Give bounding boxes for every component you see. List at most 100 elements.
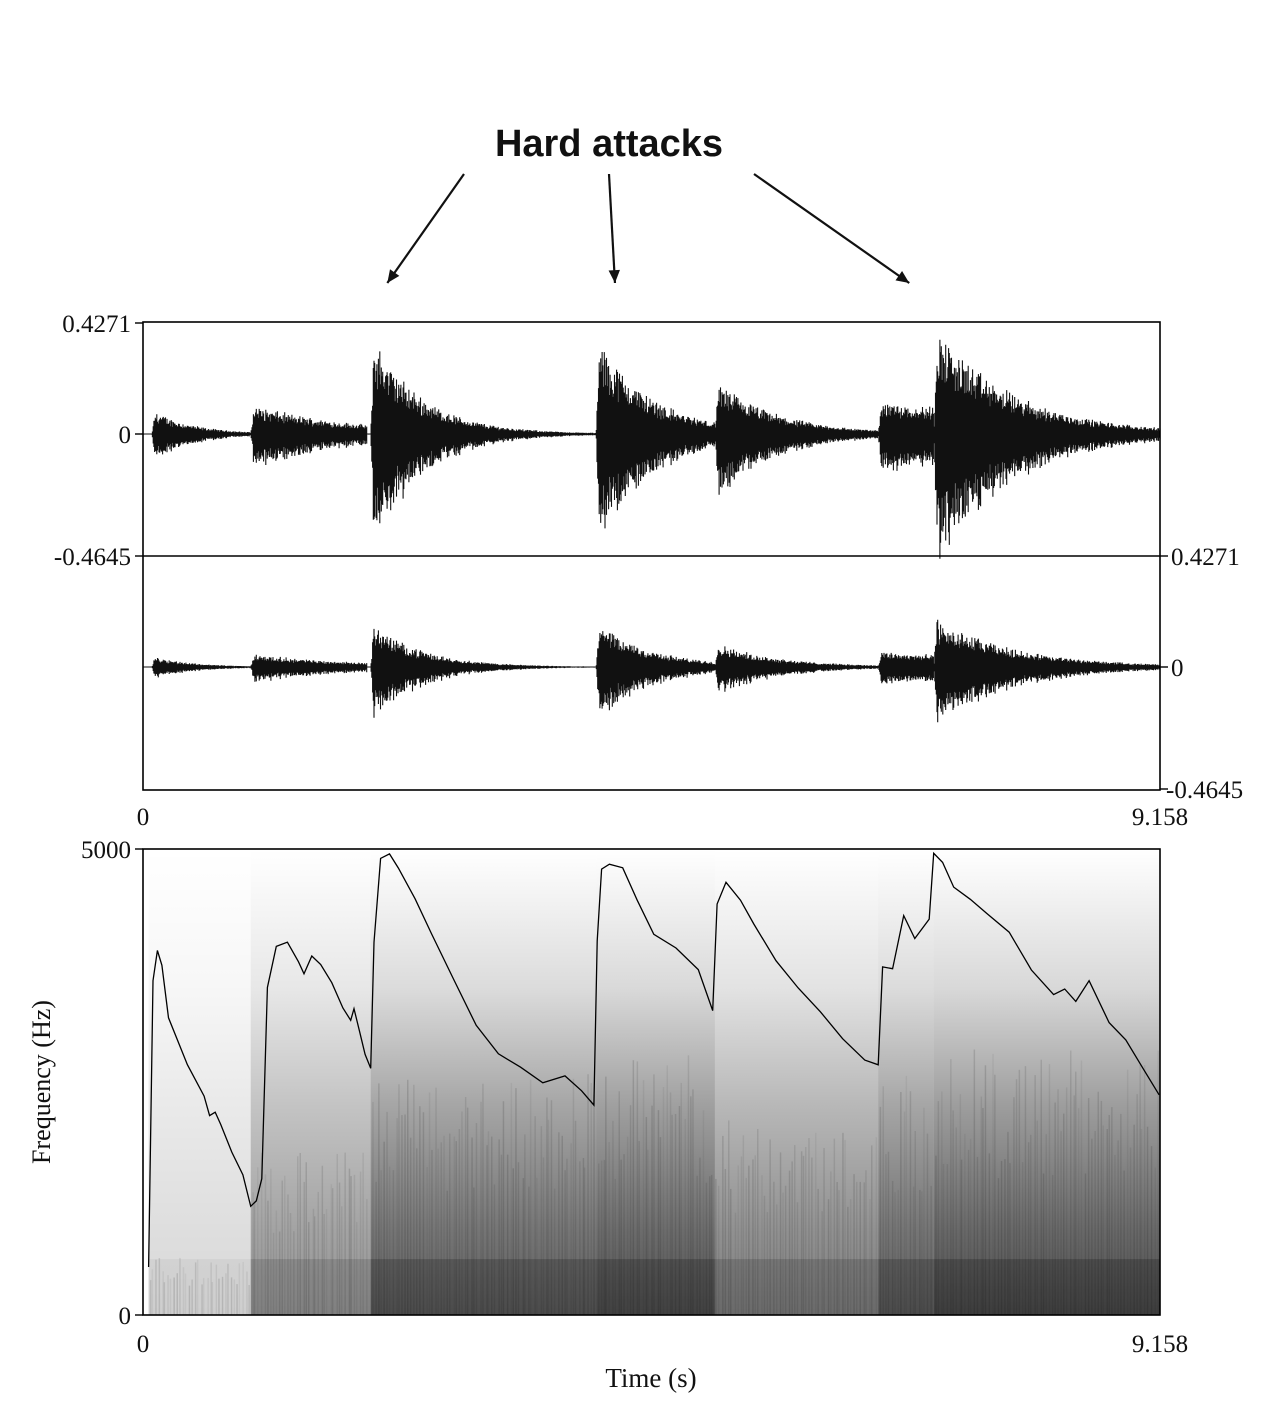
spectrogram-streak [437, 1148, 439, 1315]
waveform-channel-2 [142, 619, 1161, 723]
spectrogram-streak [383, 1141, 385, 1315]
spectrogram-streak [626, 1136, 629, 1315]
spectrogram-streak [1080, 1060, 1083, 1315]
spectrogram-streak [740, 1156, 743, 1315]
spectrogram-streak [253, 1201, 256, 1315]
spectrogram-streak [493, 1184, 496, 1315]
spectrogram-streak [1013, 1097, 1015, 1315]
spectrogram-streak [728, 1120, 730, 1315]
spectrogram-streak [344, 1152, 346, 1315]
spectrogram-streak [210, 1262, 212, 1315]
spectrogram-streak [407, 1079, 409, 1315]
spectrogram-streak [1057, 1089, 1059, 1315]
spectrogram-streak [305, 1162, 307, 1315]
spectrogram-streak [614, 1179, 616, 1315]
spectrogram-streak [380, 1170, 382, 1315]
spectrogram-streak [502, 1101, 505, 1315]
spectrogram-streak [734, 1212, 737, 1315]
spectrogram-streak [671, 1114, 673, 1315]
spectrogram-streak [455, 1141, 457, 1315]
spectrogram-streak [480, 1101, 482, 1315]
spectrogram-streak [330, 1184, 333, 1315]
spectrogram-streak [1048, 1064, 1051, 1315]
spectrogram-streak [959, 1094, 962, 1315]
spectrogram-streak [794, 1145, 796, 1315]
spectrogram-streak [849, 1199, 852, 1315]
spectrogram-streak [176, 1273, 178, 1315]
spectrogram-streak [914, 1131, 916, 1315]
spectrogram-streak [802, 1155, 805, 1315]
spectrogram-streak [782, 1192, 784, 1315]
spectrogram-streak [540, 1126, 543, 1315]
wave-xtick-start: 0 [137, 804, 150, 831]
spectrogram-streak [1157, 1050, 1159, 1315]
spectrogram-streak [1108, 1115, 1110, 1315]
spectrogram-streak [491, 1136, 493, 1315]
spectrogram-segment [878, 849, 934, 1315]
spectrogram-streak [227, 1263, 229, 1315]
spectrogram-streak [431, 1149, 433, 1315]
spectrogram-streak [710, 1174, 713, 1315]
waveform-trace [142, 619, 1161, 723]
spectrogram-streak [1094, 1130, 1096, 1315]
spectrogram-streak [542, 1157, 545, 1315]
spectrogram-streak [366, 1199, 368, 1315]
spectrogram-streak [184, 1273, 187, 1315]
spectrogram-streak [428, 1092, 431, 1315]
spectrogram-streak [632, 1060, 635, 1315]
spectrogram-streak [955, 1127, 957, 1315]
ch1-ytick-top: 0.4271 [62, 311, 131, 338]
spectrogram-streak [687, 1055, 690, 1315]
spectrogram-streak [871, 1145, 873, 1315]
spectrogram-streak [702, 1110, 705, 1315]
spectrogram-streak [362, 1152, 364, 1315]
spectrogram-streak [242, 1261, 244, 1315]
spectrogram-streak [196, 1259, 199, 1315]
spectrogram-streak [817, 1188, 819, 1315]
spectrogram-streak [950, 1059, 952, 1315]
spectrogram-streak [419, 1106, 421, 1315]
spectrogram-low-band [250, 1259, 371, 1315]
spectrogram-streak [221, 1276, 224, 1315]
spectrogram-streak [992, 1053, 994, 1315]
spectrogram-streak [1063, 1113, 1065, 1315]
spectrogram-streak [401, 1115, 403, 1315]
spectrogram-streak [642, 1080, 645, 1315]
spectrogram-streak [612, 1120, 614, 1315]
spectrogram-streak [278, 1231, 281, 1315]
spectrogram-streak [745, 1177, 747, 1315]
spectrogram-streak [372, 1102, 374, 1315]
spectrogram-streak [791, 1161, 793, 1315]
spectrogram-streak [647, 1149, 649, 1315]
spectrogram-streak [238, 1263, 241, 1315]
spectrogram-streak [422, 1112, 425, 1315]
spectrogram-streak [629, 1105, 632, 1315]
spectrogram-streak [1070, 1050, 1072, 1315]
spectrogram-streak [353, 1174, 356, 1315]
spectrogram-streak [443, 1135, 445, 1315]
spectrogram-streak [976, 1156, 979, 1315]
spectrogram-streak [524, 1134, 526, 1315]
spectrogram-streak [651, 1105, 653, 1315]
spectrogram-streak [336, 1153, 338, 1315]
spectrogram-streak [201, 1284, 203, 1315]
spectrogram-streak [416, 1148, 418, 1315]
spectrogram-streak [252, 1192, 254, 1315]
spectrogram-streak [930, 1185, 932, 1315]
spectrogram-streak [1106, 1129, 1108, 1315]
spectrogram-streak [620, 1159, 622, 1315]
spectrogram-streak [498, 1139, 500, 1315]
spectrogram-streak [763, 1195, 766, 1315]
spectrogram-streak [566, 1158, 568, 1315]
spectrogram-streak [323, 1214, 325, 1315]
spectrogram-streak [211, 1282, 214, 1315]
spectrogram-streak [587, 1074, 589, 1315]
spectrogram-streak [1129, 1147, 1132, 1315]
spectrogram-streak [960, 1159, 963, 1315]
spectrogram-streak [375, 1181, 377, 1315]
spectrogram-streak [574, 1120, 577, 1315]
spectrogram-streak [776, 1204, 778, 1315]
spectrogram-streak [281, 1180, 283, 1315]
spectrogram-streak [988, 1153, 991, 1315]
spectrogram-streak [1051, 1174, 1054, 1315]
